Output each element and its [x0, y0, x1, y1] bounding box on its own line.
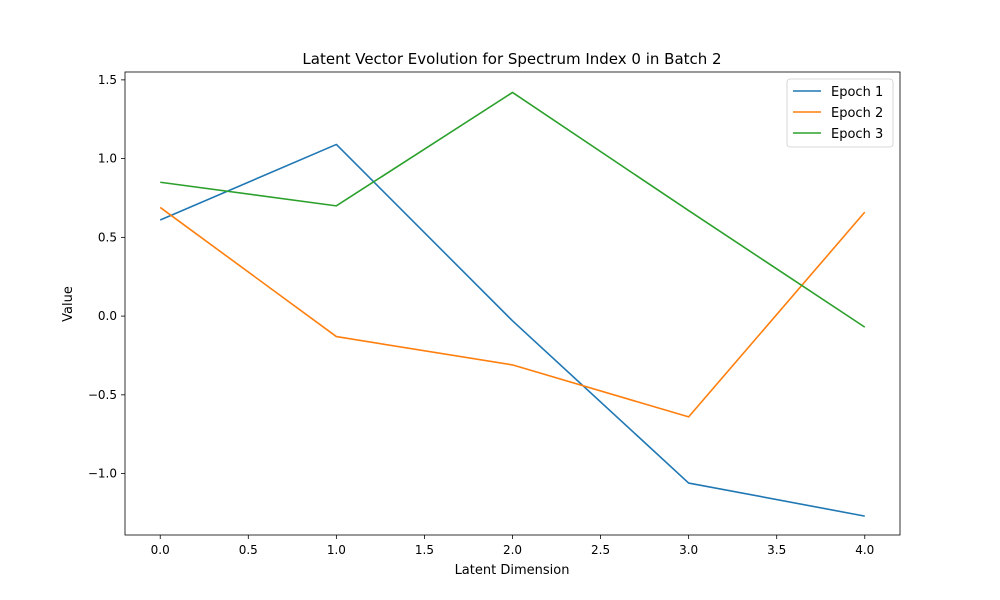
y-axis-label: Value — [61, 286, 76, 322]
x-tick-label: 3.0 — [679, 543, 698, 557]
x-axis: 0.0 0.5 1.0 1.5 2.0 2.5 3.0 3.5 4.0 — [151, 535, 874, 557]
series-group — [159, 91, 866, 517]
y-tick-label: 0.0 — [98, 309, 117, 323]
x-tick-label: 1.0 — [327, 543, 346, 557]
x-tick-label: 2.0 — [503, 543, 522, 557]
y-tick-label: 0.5 — [98, 230, 117, 244]
y-tick-label: 1.0 — [98, 152, 117, 166]
x-tick-label: 3.5 — [767, 543, 786, 557]
legend-label-epoch-3: Epoch 3 — [831, 127, 883, 142]
series-line-epoch-1 — [159, 143, 865, 517]
plot-area — [124, 71, 901, 536]
x-tick-label: 1.5 — [415, 543, 434, 557]
series-line-epoch-2 — [159, 206, 866, 418]
x-tick-label: 2.5 — [591, 543, 610, 557]
y-tick-label: 1.5 — [98, 73, 117, 87]
legend-label-epoch-2: Epoch 2 — [831, 106, 883, 121]
y-axis: −1.0 −0.5 0.0 0.5 1.0 1.5 — [88, 73, 125, 481]
legend-label-epoch-1: Epoch 1 — [831, 85, 883, 100]
plot-frame — [124, 71, 901, 536]
series-line-epoch-3 — [160, 91, 866, 328]
x-tick-label: 0.0 — [151, 543, 170, 557]
chart-title: Latent Vector Evolution for Spectrum Ind… — [302, 50, 721, 68]
x-axis-label: Latent Dimension — [455, 563, 570, 578]
x-tick-label: 4.0 — [855, 543, 874, 557]
x-tick-label: 0.5 — [239, 543, 258, 557]
y-tick-label: −0.5 — [88, 388, 117, 402]
legend: Epoch 1 Epoch 2 Epoch 3 — [786, 78, 894, 148]
legend-box — [786, 78, 894, 148]
y-tick-label: −1.0 — [88, 467, 117, 481]
